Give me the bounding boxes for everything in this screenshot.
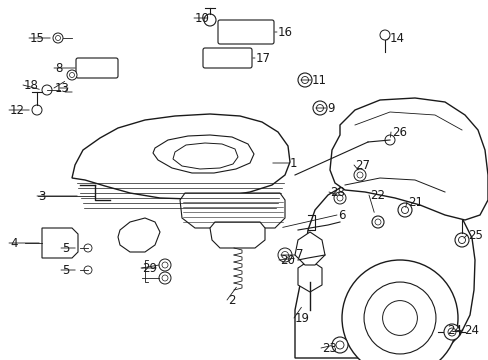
Circle shape <box>84 244 92 252</box>
Text: 26: 26 <box>391 126 406 139</box>
Text: 28: 28 <box>329 185 344 198</box>
Circle shape <box>353 169 365 181</box>
Text: 10: 10 <box>195 12 209 24</box>
Circle shape <box>159 259 171 271</box>
Text: 6: 6 <box>337 208 345 221</box>
Polygon shape <box>153 135 253 173</box>
Text: 7: 7 <box>295 248 303 261</box>
Circle shape <box>371 216 383 228</box>
Text: 20: 20 <box>280 253 294 266</box>
Text: 22: 22 <box>369 189 384 202</box>
Text: 12: 12 <box>10 104 25 117</box>
Circle shape <box>312 101 326 115</box>
Text: 29: 29 <box>142 261 157 274</box>
Circle shape <box>384 135 394 145</box>
Polygon shape <box>173 143 238 169</box>
Polygon shape <box>118 218 160 252</box>
Polygon shape <box>294 180 474 358</box>
Circle shape <box>278 248 291 262</box>
Circle shape <box>382 301 417 336</box>
Polygon shape <box>294 232 325 265</box>
Circle shape <box>203 14 216 26</box>
FancyBboxPatch shape <box>76 58 118 78</box>
Text: 11: 11 <box>311 73 326 86</box>
Circle shape <box>32 105 42 115</box>
Text: 16: 16 <box>278 26 292 39</box>
Circle shape <box>333 192 346 204</box>
Text: 13: 13 <box>55 81 70 95</box>
Text: 24: 24 <box>463 324 478 337</box>
Polygon shape <box>297 260 321 292</box>
Text: 9: 9 <box>326 102 334 114</box>
Circle shape <box>297 73 311 87</box>
Polygon shape <box>209 222 264 248</box>
Text: 24: 24 <box>446 324 461 337</box>
Circle shape <box>443 324 459 340</box>
FancyBboxPatch shape <box>218 20 273 44</box>
Text: 18: 18 <box>24 78 39 91</box>
Circle shape <box>159 272 171 284</box>
Text: 2: 2 <box>227 293 235 306</box>
Text: 21: 21 <box>407 195 422 208</box>
Text: 4: 4 <box>10 237 18 249</box>
Text: 17: 17 <box>256 51 270 64</box>
Text: 3: 3 <box>38 189 45 202</box>
FancyBboxPatch shape <box>203 48 251 68</box>
Polygon shape <box>72 114 289 199</box>
Circle shape <box>341 260 457 360</box>
Circle shape <box>84 266 92 274</box>
Text: 8: 8 <box>55 62 62 75</box>
Circle shape <box>331 337 347 353</box>
Text: 14: 14 <box>389 32 404 45</box>
Circle shape <box>379 30 389 40</box>
Circle shape <box>363 282 435 354</box>
Text: 15: 15 <box>30 32 45 45</box>
Circle shape <box>42 85 52 95</box>
Polygon shape <box>180 193 285 228</box>
Circle shape <box>397 203 411 217</box>
Circle shape <box>67 70 77 80</box>
Text: 5: 5 <box>62 242 69 255</box>
Text: 25: 25 <box>467 229 482 242</box>
Circle shape <box>53 33 63 43</box>
Text: 1: 1 <box>289 157 297 170</box>
Text: 23: 23 <box>321 342 336 355</box>
Polygon shape <box>329 98 487 220</box>
Text: 19: 19 <box>294 311 309 324</box>
Circle shape <box>454 233 468 247</box>
Text: 27: 27 <box>354 158 369 171</box>
Text: 5: 5 <box>62 264 69 276</box>
Polygon shape <box>42 228 78 258</box>
